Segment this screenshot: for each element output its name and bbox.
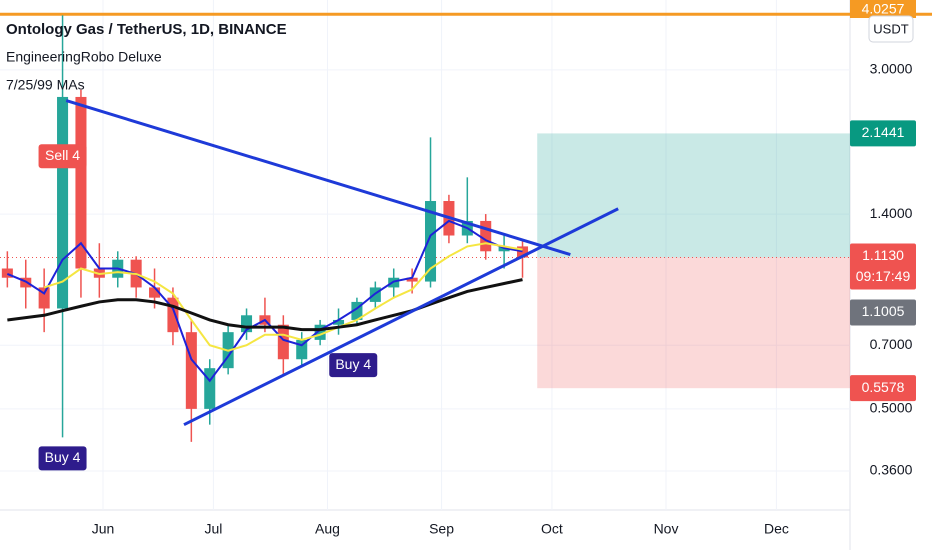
currency[interactable]: USDT [873, 21, 908, 36]
x-tick-label: Nov [654, 521, 679, 537]
ma-label-box [850, 299, 916, 326]
candle-body [167, 297, 179, 333]
currency-box[interactable] [868, 15, 914, 43]
x-tick-label: Oct [541, 521, 563, 537]
price-label-box [850, 375, 916, 402]
y-tick-label: 3.0000 [870, 61, 913, 77]
countdown: 09:17:49 [856, 268, 911, 284]
plot: Sell 4 Buy 4 Buy 4 [0, 0, 932, 510]
candle-body [57, 96, 69, 309]
signal-box [38, 446, 87, 471]
candle-body [314, 324, 326, 340]
price-label: 1.1130 [862, 247, 904, 263]
candle-body [1, 268, 13, 278]
y-tick-label: 0.3600 [870, 462, 913, 478]
ma-label: 1.1005 [862, 303, 905, 319]
x-tick-label: Aug [315, 521, 340, 537]
candle-body [75, 96, 87, 269]
price-label: 0.5578 [862, 379, 905, 395]
x-tick-label: Sep [429, 521, 454, 537]
candle-body [296, 339, 308, 360]
signal-label: Buy 4 [45, 449, 81, 465]
candle-body [333, 319, 345, 325]
candle-body [425, 201, 437, 282]
x-tick-label: Jul [204, 521, 222, 537]
price-label-box [850, 120, 916, 147]
x-tick-label: Dec [764, 521, 789, 537]
price-label: 2.1441 [862, 124, 905, 140]
high-label-box [850, 0, 916, 18]
candle-body [241, 315, 253, 333]
x-tick-label: Jun [92, 521, 115, 537]
target-zone [537, 133, 850, 258]
moving-average [6, 219, 523, 383]
stop-zone [537, 257, 850, 389]
candle-body [406, 277, 418, 282]
candle-body [516, 246, 529, 258]
trendline [183, 207, 619, 427]
candle-body [480, 220, 492, 252]
y-tick-label: 1.4000 [870, 205, 913, 221]
candle-body [351, 301, 363, 320]
trendline [65, 99, 571, 257]
signal-box [38, 144, 87, 169]
signal-label: Buy 4 [335, 356, 371, 372]
price-label-box [850, 243, 916, 290]
candle-body [204, 368, 216, 409]
candle-body [38, 287, 50, 309]
indicator-label: EngineeringRobo Deluxe [6, 49, 162, 65]
candle-body [277, 324, 289, 360]
chart-title: Ontology Gas / TetherUS, 1D, BINANCE [6, 21, 287, 38]
candle-body [185, 332, 197, 409]
y-tick-label: 0.7000 [870, 336, 913, 352]
high-label: 4.0257 [862, 1, 905, 17]
moving-average [43, 242, 523, 352]
moving-average [7, 278, 523, 332]
indicator-label: 7/25/99 MAs [6, 77, 85, 93]
signal-box [329, 353, 378, 378]
candle-body [149, 287, 161, 298]
signal-label: Sell 4 [45, 147, 80, 163]
y-tick-label: 0.5000 [870, 400, 913, 416]
